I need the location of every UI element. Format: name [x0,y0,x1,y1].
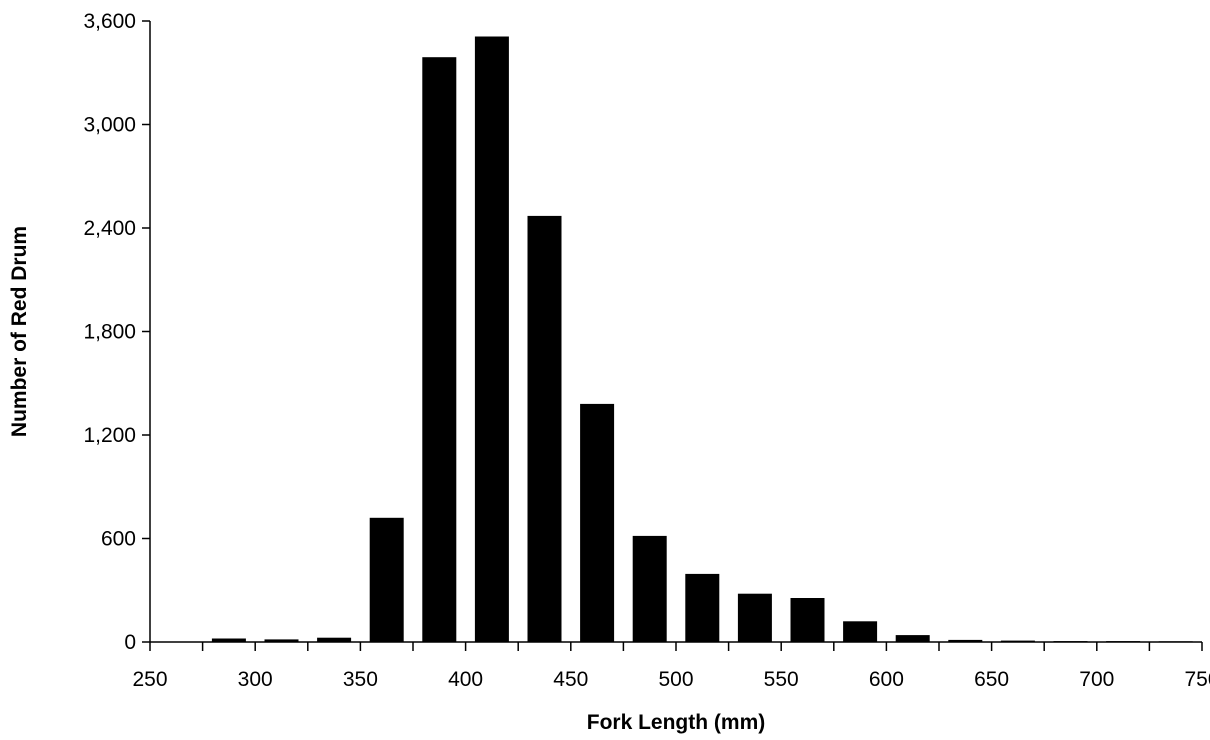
histogram-bar [895,635,930,642]
y-tick-label: 1,800 [83,321,136,344]
histogram-bar [211,638,246,642]
histogram-bar [580,403,615,642]
histogram-bar [317,637,352,642]
y-tick-label: 3,600 [83,10,136,33]
x-tick-label: 750 [1184,668,1210,691]
x-tick-label: 550 [764,668,799,691]
histogram-bar [948,639,983,642]
histogram-bar [737,593,772,642]
bars-group [211,36,1193,642]
histogram-bar [685,573,720,642]
x-axis-ticks: 250 300 350 400 450 500 550 600 650 700 750 [132,642,1210,691]
x-tick-label: 300 [238,668,273,691]
histogram-bar [474,36,509,642]
x-tick-label: 600 [869,668,904,691]
histogram-bar [264,639,299,642]
histogram-bar [369,517,404,642]
histogram-bar [632,535,667,642]
x-tick-label: 650 [974,668,1009,691]
x-tick-label: 250 [132,668,167,691]
y-tick-label: 3,000 [83,114,136,137]
x-tick-label: 350 [343,668,378,691]
y-tick-label: 600 [101,528,136,551]
x-tick-label: 400 [448,668,483,691]
x-tick-label: 450 [553,668,588,691]
y-tick-label: 1,200 [83,424,136,447]
y-axis-title: Number of Red Drum [8,226,31,437]
y-axis-ticks: 0 600 1,200 1,800 2,400 3,000 3,600 [83,10,150,654]
x-tick-label: 500 [658,668,693,691]
histogram-bar [790,598,825,642]
x-tick-label: 700 [1079,668,1114,691]
histogram-bar [843,621,878,642]
x-axis-title: Fork Length (mm) [587,711,766,734]
histogram-bar [422,57,457,642]
y-tick-label: 2,400 [83,217,136,240]
histogram-bar [527,215,562,642]
y-tick-label: 0 [124,631,136,654]
